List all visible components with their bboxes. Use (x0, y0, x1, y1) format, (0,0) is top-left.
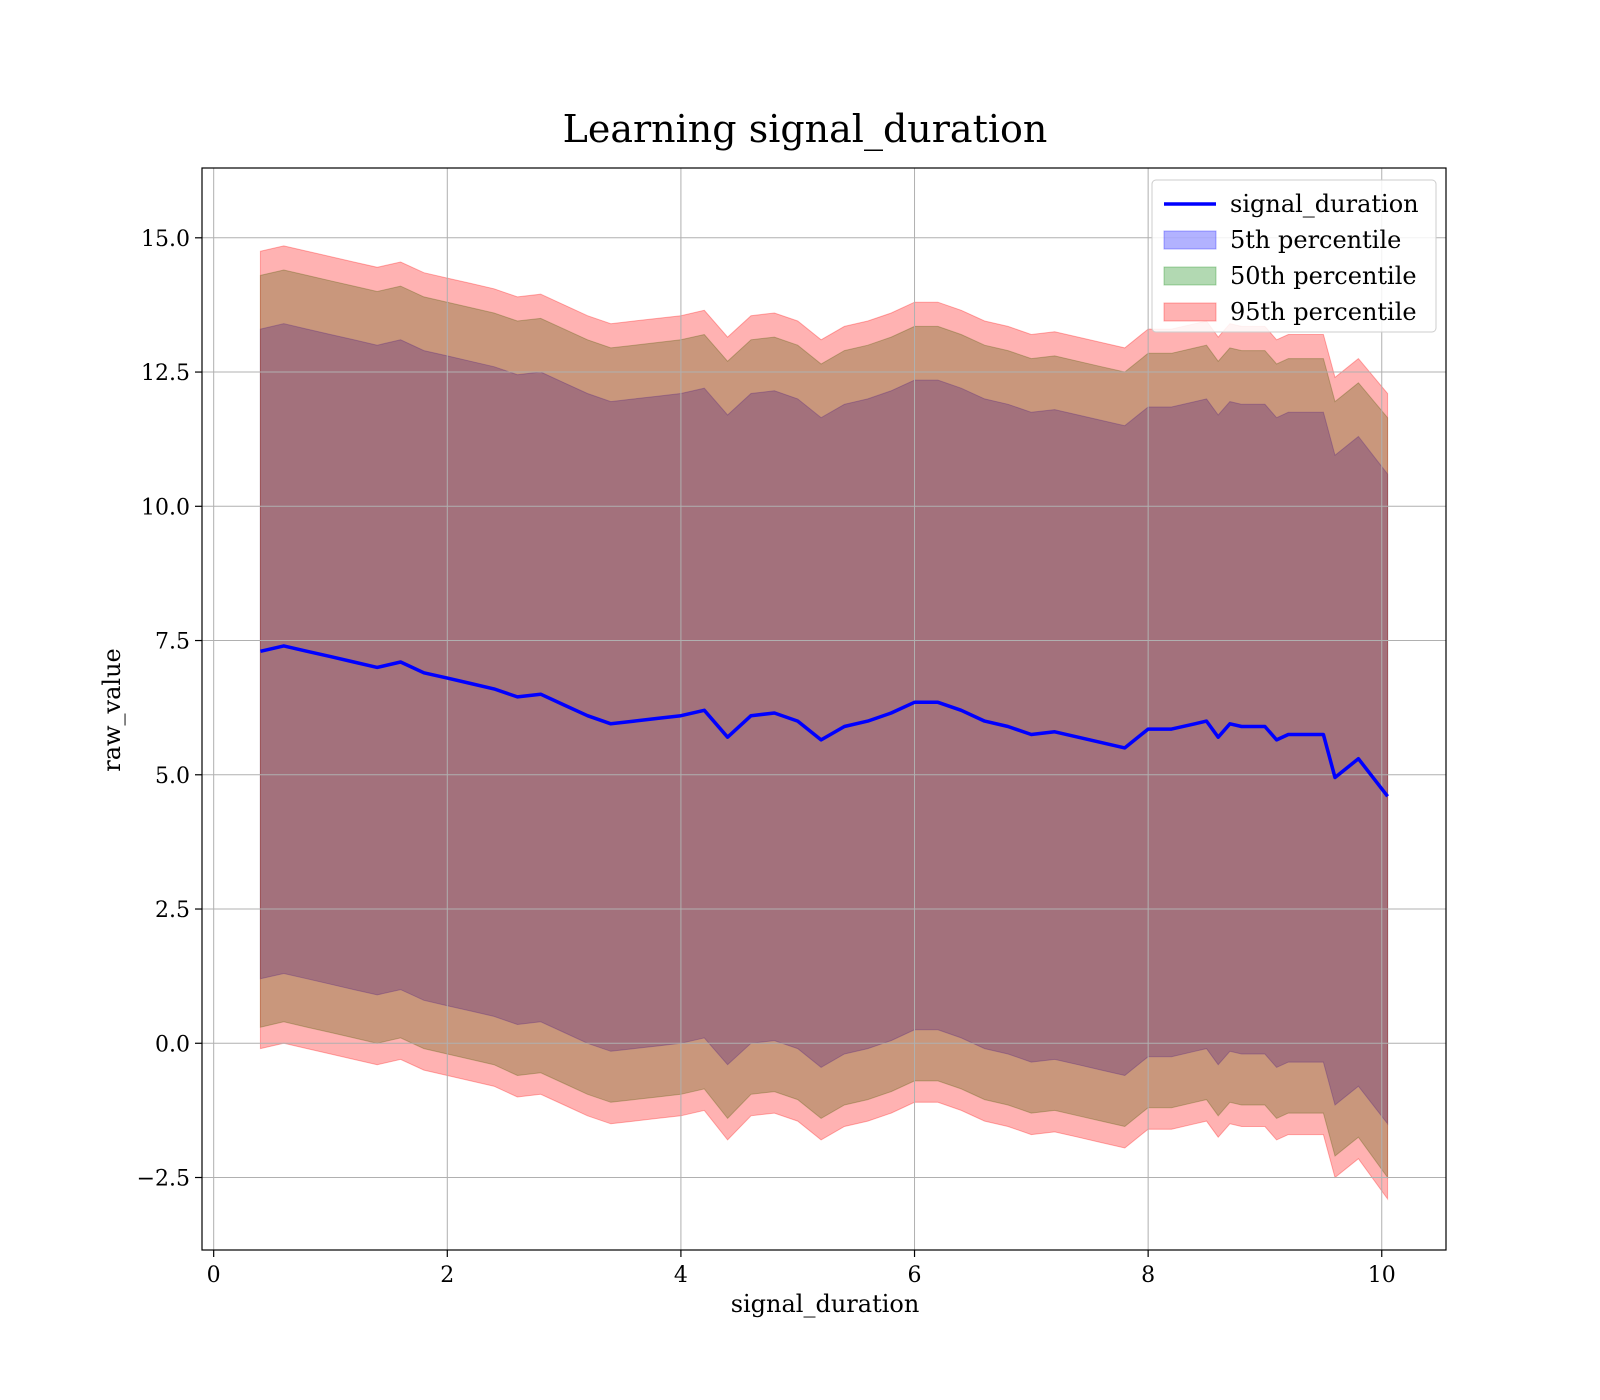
x-tick-label: 2 (440, 1263, 454, 1288)
x-tick-label: 10 (1368, 1263, 1396, 1288)
y-tick-label: 0.0 (155, 1032, 190, 1057)
legend-label: signal_duration (1230, 190, 1419, 218)
y-tick-label: −2.5 (137, 1167, 190, 1192)
legend: signal_duration 5th percentile 50th percen… (1151, 179, 1437, 333)
y-tick-label: 10.0 (141, 495, 190, 520)
x-tick-label: 6 (908, 1263, 922, 1288)
legend-box (1151, 179, 1437, 333)
plot-frame (201, 167, 1447, 1251)
y-tick-label: 7.5 (155, 630, 190, 655)
y-tick-label: 2.5 (155, 898, 190, 923)
band-3 (259, 245, 1389, 1201)
legend-band-swatch (1163, 230, 1217, 250)
y-axis: −2.5 0.0 2.5 5.0 7.5 10.0 12.5 15.0 (137, 227, 202, 1192)
plot-area (201, 167, 1447, 1251)
y-tick-label: 12.5 (141, 361, 190, 386)
legend-label: 5th percentile (1230, 226, 1401, 254)
y-axis-label: raw_value (98, 648, 126, 772)
y-tick-label: 15.0 (141, 227, 190, 252)
legend-label: 50th percentile (1230, 262, 1417, 290)
band-1 (259, 323, 1389, 1126)
x-tick-label: 0 (207, 1263, 221, 1288)
legend-label: 95th percentile (1230, 298, 1417, 326)
y-tick-label: 5.0 (155, 764, 190, 789)
legend-band-swatch (1163, 302, 1217, 322)
x-axis-label: signal_duration (731, 1290, 920, 1318)
bands-layer (259, 245, 1389, 1201)
grid-layer (202, 168, 1446, 1250)
x-axis: 0 2 4 6 8 10 (207, 1250, 1396, 1288)
line-layer (260, 644, 1389, 798)
x-tick-label: 8 (1141, 1263, 1155, 1288)
chart-title: Learning signal_duration (563, 107, 1048, 152)
series-line (260, 644, 1389, 798)
x-tick-label: 4 (674, 1263, 688, 1288)
legend-band-swatch (1163, 266, 1217, 286)
